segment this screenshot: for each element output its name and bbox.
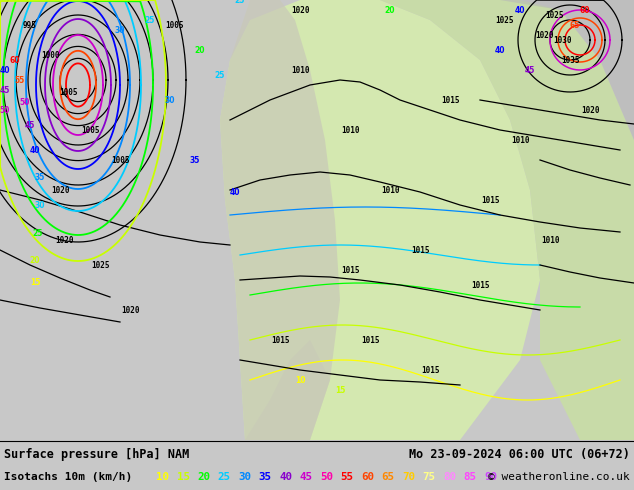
Text: 1020: 1020: [56, 236, 74, 245]
Text: 1020: 1020: [581, 105, 599, 115]
Polygon shape: [220, 0, 340, 440]
Polygon shape: [220, 0, 540, 440]
Text: 50: 50: [20, 98, 30, 106]
Text: 75: 75: [422, 472, 436, 482]
Text: 15: 15: [335, 386, 345, 394]
Text: 1005: 1005: [81, 125, 100, 134]
Text: 90: 90: [484, 472, 497, 482]
Text: 30: 30: [115, 25, 126, 34]
Text: 1015: 1015: [471, 280, 489, 290]
Text: 65: 65: [570, 21, 580, 29]
Text: 1020: 1020: [291, 5, 309, 15]
Text: 1015: 1015: [271, 336, 289, 344]
Text: 25: 25: [217, 472, 231, 482]
Text: 35: 35: [259, 472, 271, 482]
Polygon shape: [500, 0, 634, 140]
Text: Isotachs 10m (km/h): Isotachs 10m (km/h): [4, 472, 133, 482]
Text: 1000: 1000: [41, 50, 59, 59]
Text: 85: 85: [463, 472, 477, 482]
Text: 1010: 1010: [291, 66, 309, 74]
Text: 50: 50: [0, 105, 10, 115]
Polygon shape: [380, 0, 634, 440]
Text: 50: 50: [320, 472, 333, 482]
Text: 30: 30: [165, 96, 175, 104]
Text: 10: 10: [295, 375, 305, 385]
Text: 1010: 1010: [340, 125, 359, 134]
Text: 60: 60: [579, 5, 590, 15]
Text: 20: 20: [195, 46, 205, 54]
Text: 10: 10: [156, 472, 169, 482]
Text: 1005: 1005: [111, 155, 129, 165]
Text: 1035: 1035: [560, 55, 579, 65]
Text: 45: 45: [0, 85, 10, 95]
Text: 1010: 1010: [381, 186, 399, 195]
Text: 1025: 1025: [91, 261, 109, 270]
Text: 1030: 1030: [553, 35, 571, 45]
Text: 60: 60: [10, 55, 20, 65]
Text: 995: 995: [23, 21, 37, 29]
Text: 1005: 1005: [165, 21, 184, 29]
Text: 1015: 1015: [481, 196, 499, 204]
Text: 40: 40: [279, 472, 292, 482]
Text: 20: 20: [197, 472, 210, 482]
Text: 1020: 1020: [120, 305, 139, 315]
Text: 15: 15: [176, 472, 190, 482]
Text: 20: 20: [30, 255, 40, 265]
Text: 20: 20: [385, 5, 395, 15]
Text: 60: 60: [361, 472, 374, 482]
Text: 40: 40: [495, 46, 505, 54]
Text: 1015: 1015: [340, 266, 359, 274]
Text: 45: 45: [525, 66, 535, 74]
Text: 55: 55: [15, 75, 25, 84]
Text: 1015: 1015: [411, 245, 429, 254]
Text: 40: 40: [515, 5, 525, 15]
Text: 70: 70: [402, 472, 415, 482]
Text: 1015: 1015: [441, 96, 459, 104]
Text: 55: 55: [340, 472, 354, 482]
Text: 35: 35: [190, 155, 200, 165]
Polygon shape: [245, 340, 330, 440]
Text: 1025: 1025: [496, 16, 514, 24]
Text: 40: 40: [30, 146, 40, 154]
Text: 65: 65: [382, 472, 394, 482]
Text: 15: 15: [30, 277, 40, 287]
Text: 25: 25: [215, 71, 225, 79]
Text: 40: 40: [0, 66, 10, 74]
Text: 25: 25: [145, 16, 155, 24]
Text: Surface pressure [hPa] NAM: Surface pressure [hPa] NAM: [4, 447, 190, 461]
Text: 45: 45: [25, 121, 36, 129]
Text: 1020: 1020: [536, 30, 554, 40]
Text: 80: 80: [443, 472, 456, 482]
Text: 1010: 1010: [541, 236, 559, 245]
Text: © weatheronline.co.uk: © weatheronline.co.uk: [488, 472, 630, 482]
Text: 35: 35: [35, 172, 45, 181]
Text: 30: 30: [238, 472, 251, 482]
Text: 1025: 1025: [546, 10, 564, 20]
Text: 30: 30: [35, 200, 45, 210]
Text: 40: 40: [230, 188, 240, 196]
Text: 1015: 1015: [361, 336, 379, 344]
Text: 1020: 1020: [51, 186, 69, 195]
Text: 1010: 1010: [511, 136, 529, 145]
Text: Mo 23-09-2024 06:00 UTC (06+72): Mo 23-09-2024 06:00 UTC (06+72): [409, 447, 630, 461]
Text: 25: 25: [235, 0, 245, 4]
Text: 45: 45: [299, 472, 313, 482]
Text: 1005: 1005: [59, 88, 77, 97]
Text: 1015: 1015: [421, 366, 439, 374]
Text: 25: 25: [33, 228, 43, 238]
